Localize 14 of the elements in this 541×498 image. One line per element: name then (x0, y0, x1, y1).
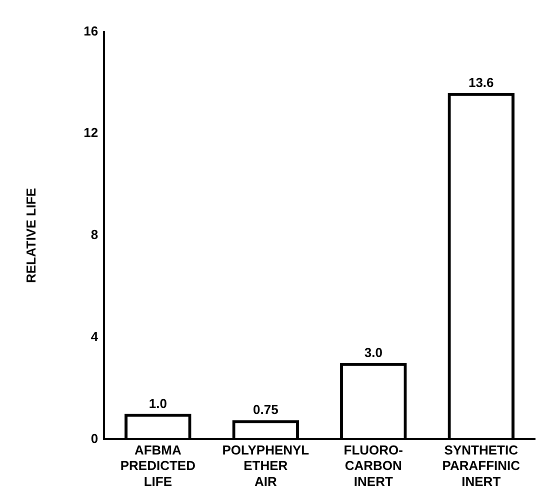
y-tick-label: 16 (84, 23, 98, 38)
y-tick-label: 4 (90, 328, 99, 344)
data-label: 3.0 (364, 344, 382, 360)
data-label: 1.0 (148, 396, 167, 411)
data-label: 0.75 (253, 402, 278, 418)
x-tick-label: FLUORO- CARBON INERT (344, 442, 404, 489)
y-axis-title: RELATIVE LIFE (23, 188, 38, 284)
x-tick-label: SYNTHETIC PARAFFINIC INERT (442, 442, 521, 489)
y-tick-label: 12 (84, 125, 98, 140)
y-tick-label: 8 (90, 227, 98, 242)
x-tick-label: AFBMA PREDICTED LIFE (120, 442, 196, 489)
y-tick-label: 0 (90, 430, 98, 446)
data-label: 13.6 (468, 74, 494, 90)
x-tick-label: POLYPHENYL ETHER AIR (222, 442, 310, 489)
